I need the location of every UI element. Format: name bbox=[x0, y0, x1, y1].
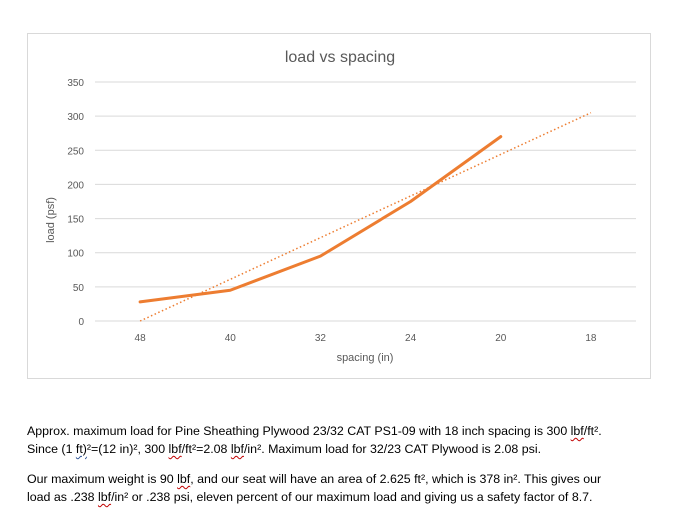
p1-unit-ft: ft) bbox=[75, 442, 87, 456]
p1-unit-lbf: lbf bbox=[570, 424, 584, 438]
p2-text-b: , and our seat will have an area of 2.62… bbox=[190, 472, 602, 486]
x-tick-label: 40 bbox=[225, 333, 237, 344]
p1-text-e: /ft²=2.08 bbox=[181, 442, 231, 456]
x-axis-label: spacing (in) bbox=[337, 352, 394, 364]
chart-area: load vs spacing 0 50 100 150 200 250 300 350 48… bbox=[27, 33, 651, 379]
p1-text-a: Approx. maximum load for Pine Sheathing … bbox=[27, 424, 571, 438]
p2-text-a: Our maximum weight is 90 bbox=[27, 472, 178, 486]
y-tick-label: 150 bbox=[67, 215, 84, 226]
p1-unit-lbf-3: lbf bbox=[230, 442, 244, 456]
y-tick-label: 50 bbox=[73, 283, 85, 294]
y-tick-label: 300 bbox=[67, 112, 84, 123]
x-tick-label: 20 bbox=[495, 333, 507, 344]
p1-text-f: /in². Maximum load for 32/23 CAT Plywood… bbox=[243, 442, 542, 456]
x-tick-label: 24 bbox=[405, 333, 417, 344]
trendline bbox=[139, 112, 592, 322]
p1-text-c: Since (1 bbox=[27, 442, 76, 456]
y-tick-label: 250 bbox=[67, 146, 84, 157]
p1-unit-lbf-2: lbf bbox=[168, 442, 182, 456]
series-line bbox=[138, 135, 503, 304]
y-axis-label: load (psf) bbox=[45, 197, 57, 243]
y-tick-label: 350 bbox=[67, 78, 84, 89]
p1-text-b: /ft². bbox=[583, 424, 602, 438]
p2-text-c: load as .238 bbox=[27, 490, 98, 504]
p2-unit-lbf: lbf bbox=[177, 472, 191, 486]
y-tick-label: 0 bbox=[78, 317, 84, 328]
x-tick-label: 48 bbox=[135, 333, 147, 344]
x-tick-label: 32 bbox=[315, 333, 327, 344]
p2-text-d: /in² or .238 psi, eleven percent of our … bbox=[111, 490, 593, 504]
p1-text-d: ²=(12 in)², 300 bbox=[86, 442, 169, 456]
line-chart: load vs spacing 0 50 100 150 200 250 300 350 48… bbox=[45, 49, 636, 364]
p2-unit-lbf-2: lbf bbox=[97, 490, 112, 504]
chart-title: load vs spacing bbox=[285, 49, 395, 66]
y-tick-label: 100 bbox=[67, 249, 84, 260]
paragraph-max-load: Approx. maximum load for Pine Sheathing … bbox=[27, 422, 667, 458]
x-tick-label: 18 bbox=[585, 333, 597, 344]
y-tick-label: 200 bbox=[67, 180, 84, 191]
paragraph-safety-factor: Our maximum weight is 90 lbf, and our se… bbox=[27, 470, 667, 506]
